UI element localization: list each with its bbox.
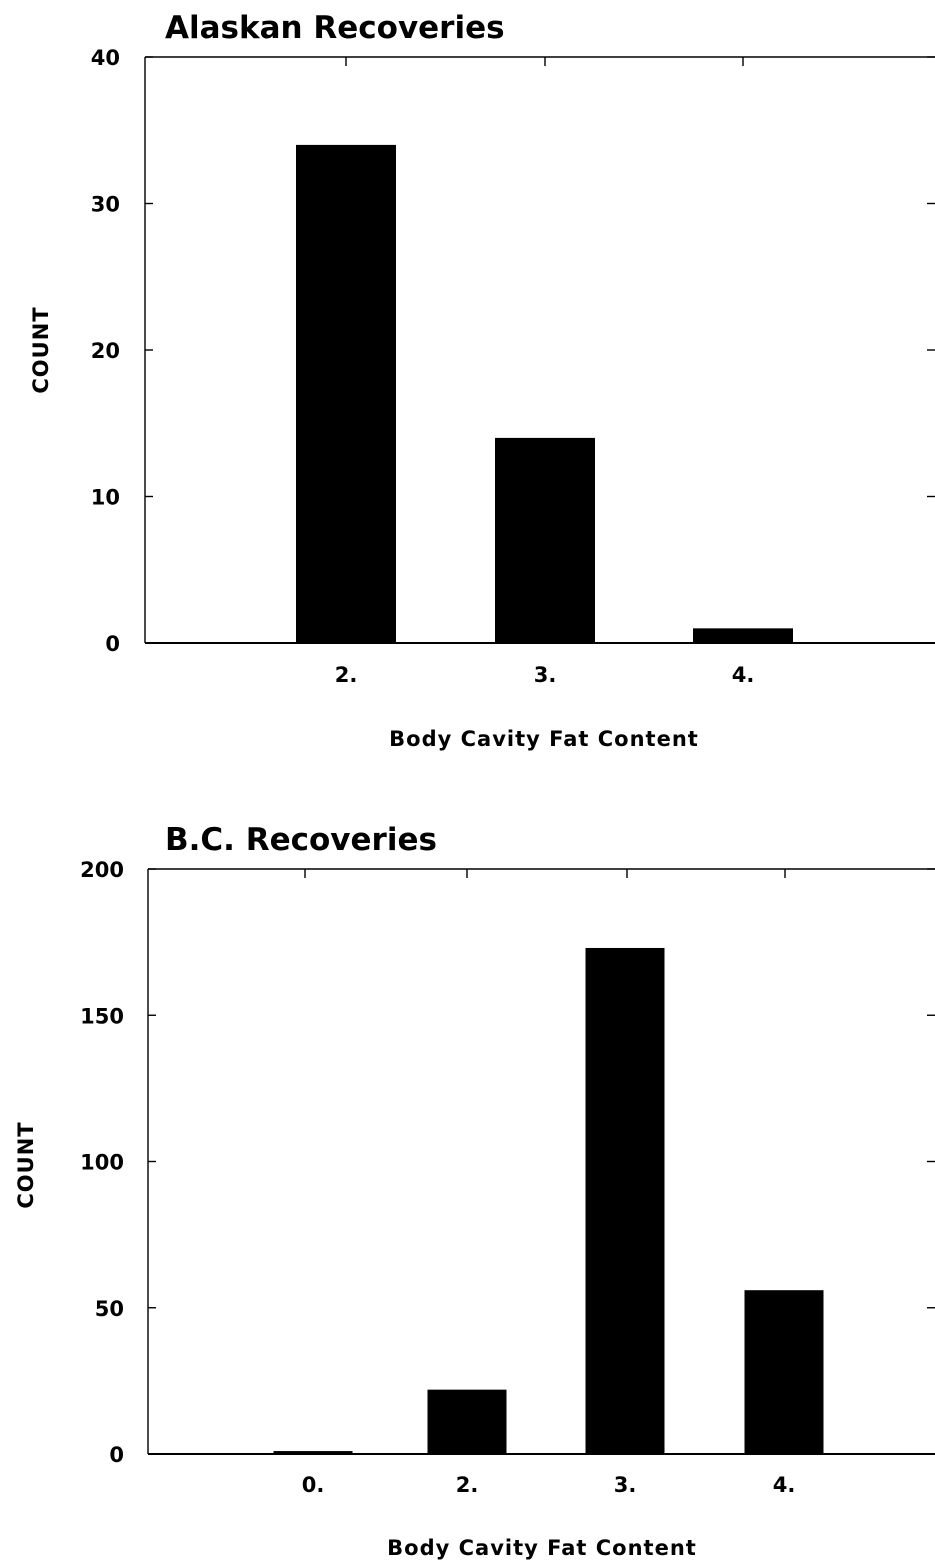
x-tick-label: 2. — [456, 1473, 479, 1497]
y-tick-label: 100 — [80, 1151, 124, 1175]
x-tick-label: 4. — [773, 1473, 796, 1497]
top-axis-ticks — [345, 57, 744, 66]
chart-bc-recoveries: B.C. Recoveries 0 50 100 150 200 0. 2. 3. 4. Bo… — [14, 822, 935, 1560]
x-axis-tick-labels: 0. 2. 3. 4. — [302, 1473, 796, 1497]
y-tick-label: 40 — [91, 46, 120, 70]
bars — [296, 144, 793, 643]
y-tick-label: 150 — [80, 1004, 124, 1028]
y-tick-label: 0 — [105, 632, 120, 656]
y-axis-title: COUNT — [14, 1121, 38, 1208]
y-axis-ticks: 0 50 100 150 200 — [80, 858, 935, 1467]
y-tick-label: 0 — [109, 1443, 124, 1467]
chart-title: Alaskan Recoveries — [165, 10, 505, 46]
x-tick-label: 2. — [335, 663, 358, 687]
y-tick-label: 200 — [80, 858, 124, 882]
top-axis-ticks — [304, 869, 786, 878]
y-axis-ticks: 0 10 20 30 40 — [91, 46, 935, 656]
y-tick-label: 10 — [91, 486, 120, 510]
x-tick-label: 3. — [614, 1473, 637, 1497]
bar-4 — [693, 628, 793, 643]
bar-0 — [273, 1451, 353, 1454]
y-axis-title: COUNT — [29, 306, 53, 393]
chart-title: B.C. Recoveries — [165, 822, 437, 858]
bar-2 — [296, 144, 396, 643]
y-tick-label: 30 — [91, 193, 120, 217]
x-axis-tick-labels: 2. 3. 4. — [335, 663, 755, 687]
y-tick-label: 20 — [91, 339, 120, 363]
bar-3 — [495, 437, 595, 643]
x-axis-title: Body Cavity Fat Content — [389, 727, 699, 751]
x-tick-label: 3. — [534, 663, 557, 687]
bar-2 — [427, 1389, 507, 1454]
y-tick-label: 50 — [95, 1297, 124, 1321]
bars — [273, 947, 824, 1454]
x-axis-title: Body Cavity Fat Content — [387, 1536, 697, 1560]
x-tick-label: 4. — [732, 663, 755, 687]
chart-alaskan-recoveries: Alaskan Recoveries 0 10 20 30 40 2. 3. 4. Body… — [29, 10, 935, 751]
bar-3 — [585, 947, 665, 1454]
x-tick-label: 0. — [302, 1473, 325, 1497]
bar-4 — [744, 1290, 824, 1454]
